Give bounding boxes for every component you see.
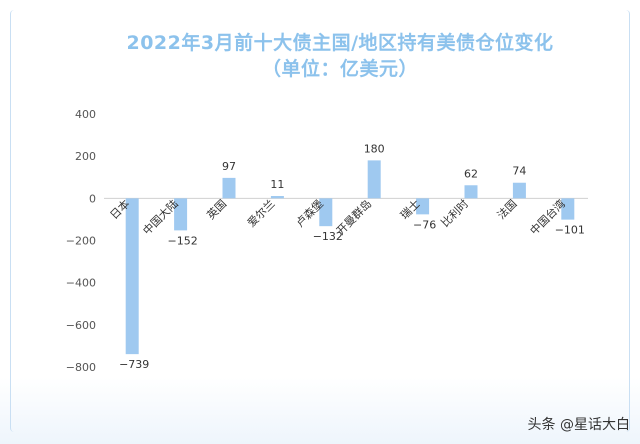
category-label: 法国 <box>494 197 519 222</box>
bar <box>561 198 575 220</box>
data-label: −132 <box>313 230 343 243</box>
bar <box>416 198 430 215</box>
bar <box>222 177 236 199</box>
bar <box>464 185 478 199</box>
data-label: 11 <box>270 178 284 191</box>
y-tick-label: −400 <box>66 277 96 290</box>
data-label: 180 <box>364 142 385 155</box>
category-label: 开曼群岛 <box>333 197 374 238</box>
data-label: −152 <box>167 234 197 247</box>
bar <box>319 198 333 227</box>
chart-title-line1: 2022年3月前十大债主国/地区持有美债仓位变化 <box>126 32 554 54</box>
category-label: 比利时 <box>439 197 472 230</box>
y-tick-label: −600 <box>66 319 96 332</box>
data-label: 97 <box>222 160 236 173</box>
chart-title: 2022年3月前十大债主国/地区持有美债仓位变化 （单位：亿美元） <box>60 30 620 82</box>
watermark: 头条 @星话大白 <box>527 417 630 433</box>
y-tick-label: 0 <box>89 192 96 205</box>
data-label: −101 <box>555 224 585 237</box>
bar <box>125 198 139 355</box>
data-label: 62 <box>464 167 478 180</box>
data-label: 74 <box>512 165 526 178</box>
bar <box>270 196 284 199</box>
y-tick-label: −200 <box>66 235 96 248</box>
bar <box>512 182 526 199</box>
data-label: −739 <box>119 358 149 371</box>
y-tick-label: 400 <box>75 108 96 121</box>
chart-title-line2: （单位：亿美元） <box>261 58 418 80</box>
category-label: 爱尔兰 <box>245 197 278 230</box>
bar <box>174 198 188 231</box>
y-tick-label: 200 <box>75 150 96 163</box>
y-tick-label: −800 <box>66 361 96 374</box>
category-label: 英国 <box>204 197 229 222</box>
bar <box>367 160 381 199</box>
data-label: −76 <box>413 218 436 231</box>
